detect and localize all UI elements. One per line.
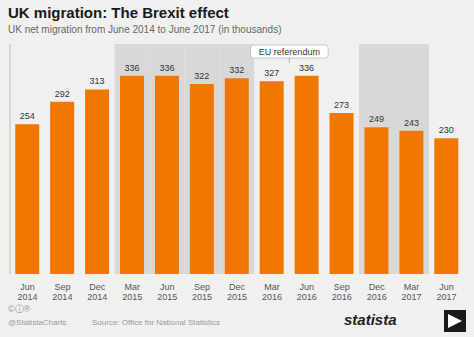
svg-text:Mar2015: Mar2015 — [122, 282, 142, 300]
svg-text:Sep2014: Sep2014 — [52, 282, 72, 300]
svg-text:273: 273 — [334, 100, 349, 110]
svg-text:292: 292 — [55, 89, 70, 99]
svg-text:243: 243 — [404, 118, 419, 128]
svg-text:Jun2017: Jun2017 — [437, 282, 457, 300]
svg-text:Jun2014: Jun2014 — [17, 282, 37, 300]
svg-text:Jun2015: Jun2015 — [157, 282, 177, 300]
svg-text:Jun2016: Jun2016 — [297, 282, 317, 300]
svg-text:Mar2017: Mar2017 — [402, 282, 422, 300]
html-text:UK net migration from June 201: UK net migration from June 2014 to June … — [8, 24, 282, 35]
svg-text:EU referendum: EU referendum — [259, 47, 320, 57]
html-text:UK migration: The Brexit effec: UK migration: The Brexit effect — [8, 4, 229, 21]
svg-text:Sep2015: Sep2015 — [192, 282, 212, 300]
html-text:@StatistaCharts: @StatistaCharts — [8, 318, 67, 327]
svg-text:230: 230 — [439, 125, 454, 135]
svg-text:322: 322 — [194, 71, 209, 81]
svg-text:336: 336 — [299, 63, 314, 73]
html-text:Source: Office for National St: Source: Office for National Statistics — [92, 318, 220, 327]
svg-text:327: 327 — [264, 68, 279, 78]
svg-text:249: 249 — [369, 114, 384, 124]
svg-text:Dec2014: Dec2014 — [87, 282, 107, 300]
svg-text:332: 332 — [229, 65, 244, 75]
svg-text:336: 336 — [159, 63, 174, 73]
svg-text:Sep2016: Sep2016 — [332, 282, 352, 300]
svg-text:Mar2016: Mar2016 — [262, 282, 282, 300]
svg-text:Dec2015: Dec2015 — [227, 282, 247, 300]
svg-text:254: 254 — [20, 111, 35, 121]
svg-text:336: 336 — [124, 63, 139, 73]
svg-text:313: 313 — [90, 76, 105, 86]
svg-text:Dec2016: Dec2016 — [367, 282, 387, 300]
html-text:statista: statista — [344, 311, 397, 328]
